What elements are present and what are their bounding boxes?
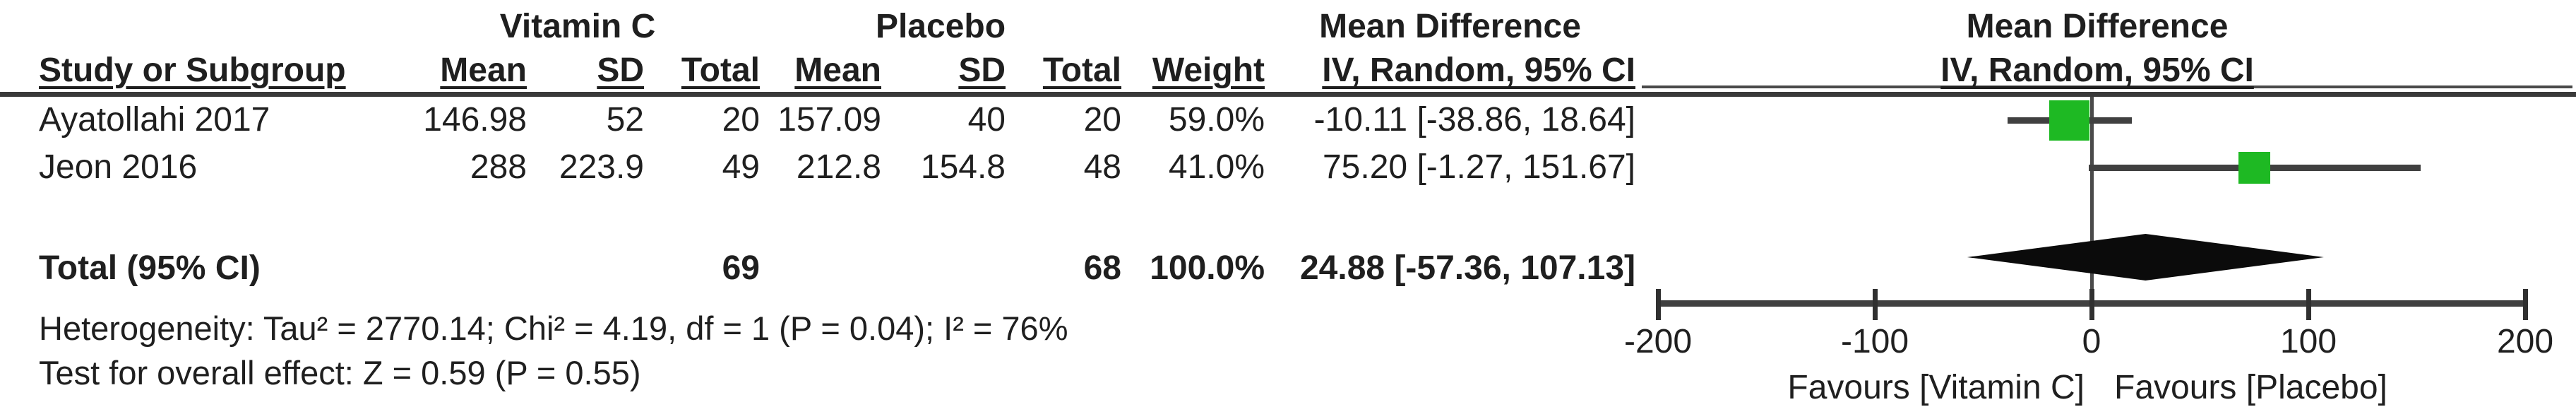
axis-tick bbox=[2089, 289, 2094, 320]
study-name: Ayatollahi 2017 bbox=[39, 101, 270, 138]
col-mean-treatment: Mean bbox=[440, 52, 527, 89]
zero-reference-line bbox=[2090, 97, 2094, 307]
ci-value: 75.20 [-1.27, 151.67] bbox=[1322, 148, 1635, 186]
col-weight: Weight bbox=[1152, 52, 1265, 89]
col-sd-control: SD bbox=[958, 52, 1006, 89]
sd-treatment: 52 bbox=[606, 101, 644, 138]
group-spacer bbox=[39, 6, 395, 48]
axis-tick bbox=[2523, 289, 2528, 320]
control-group-header: Placebo bbox=[875, 8, 1006, 45]
study-marker bbox=[2238, 151, 2271, 184]
plot-effect-header: Mean Difference bbox=[1966, 8, 2229, 45]
overall-effect-note: Test for overall effect: Z = 0.59 (P = 0… bbox=[39, 354, 641, 391]
column-header-row: Study or Subgroup Mean SD Total Mean SD … bbox=[39, 49, 1635, 92]
group-spacer bbox=[1121, 6, 1265, 48]
col-total-treatment: Total bbox=[681, 52, 760, 89]
spacer bbox=[395, 247, 527, 290]
total-control-n: 68 bbox=[1083, 249, 1121, 287]
total-ci: 24.88 [-57.36, 107.13] bbox=[1299, 249, 1635, 287]
total-control: 20 bbox=[1083, 101, 1121, 138]
favours-right-label: Favours [Placebo] bbox=[2114, 369, 2387, 406]
heterogeneity-note: Heterogeneity: Tau² = 2770.14; Chi² = 4.… bbox=[39, 309, 1068, 347]
axis-tick-label: -200 bbox=[1623, 323, 1693, 360]
sd-control: 40 bbox=[967, 101, 1006, 138]
header-rule bbox=[0, 92, 2576, 97]
total-row: Total (95% CI) 69 68 100.0% 24.88 [-57.3… bbox=[39, 247, 1635, 290]
mean-treatment: 288 bbox=[470, 148, 527, 186]
total-treatment: 49 bbox=[722, 148, 760, 186]
plot-ci-header: IV, Random, 95% CI bbox=[1940, 52, 2254, 89]
ci-value: -10.11 [-38.86, 18.64] bbox=[1313, 101, 1635, 138]
axis-tick bbox=[1656, 289, 1661, 320]
mean-treatment: 146.98 bbox=[423, 101, 527, 138]
col-sd-treatment: SD bbox=[597, 52, 644, 89]
table-row: Jeon 2016 288 223.9 49 212.8 154.8 48 41… bbox=[39, 146, 1635, 189]
group-header-row: Vitamin C Placebo Mean Difference bbox=[39, 6, 1635, 48]
axis-tick-label: 100 bbox=[2279, 323, 2337, 360]
summary-diamond bbox=[1967, 234, 2324, 281]
total-weight: 100.0% bbox=[1150, 249, 1265, 287]
table-row: Ayatollahi 2017 146.98 52 20 157.09 40 2… bbox=[39, 99, 1635, 141]
study-marker bbox=[2049, 100, 2090, 141]
treatment-group-header: Vitamin C bbox=[499, 8, 656, 45]
spacer bbox=[527, 247, 644, 290]
spacer bbox=[881, 247, 1006, 290]
sd-treatment: 223.9 bbox=[559, 148, 644, 186]
total-treatment-n: 69 bbox=[722, 249, 760, 287]
spacer bbox=[760, 247, 881, 290]
axis-tick-label: -100 bbox=[1840, 323, 1909, 360]
col-mean-control: Mean bbox=[794, 52, 881, 89]
mean-control: 157.09 bbox=[777, 101, 881, 138]
axis-tick bbox=[2306, 289, 2311, 320]
axis-tick bbox=[1873, 289, 1878, 320]
col-total-control: Total bbox=[1042, 52, 1121, 89]
weight-value: 59.0% bbox=[1168, 101, 1265, 138]
study-name: Jeon 2016 bbox=[39, 148, 198, 186]
col-study: Study or Subgroup bbox=[39, 52, 346, 89]
sd-control: 154.8 bbox=[920, 148, 1006, 186]
col-ci: IV, Random, 95% CI bbox=[1322, 52, 1635, 89]
total-treatment: 20 bbox=[722, 101, 760, 138]
effect-header: Mean Difference bbox=[1319, 8, 1581, 45]
axis-tick-label: 0 bbox=[2082, 323, 2101, 360]
total-label: Total (95% CI) bbox=[39, 249, 261, 287]
mean-control: 212.8 bbox=[796, 148, 881, 186]
total-control: 48 bbox=[1083, 148, 1121, 186]
axis-tick-label: 200 bbox=[2496, 323, 2554, 360]
favours-left-label: Favours [Vitamin C] bbox=[1787, 369, 2085, 406]
plot-header-underline bbox=[1642, 85, 2572, 88]
weight-value: 41.0% bbox=[1168, 148, 1265, 186]
